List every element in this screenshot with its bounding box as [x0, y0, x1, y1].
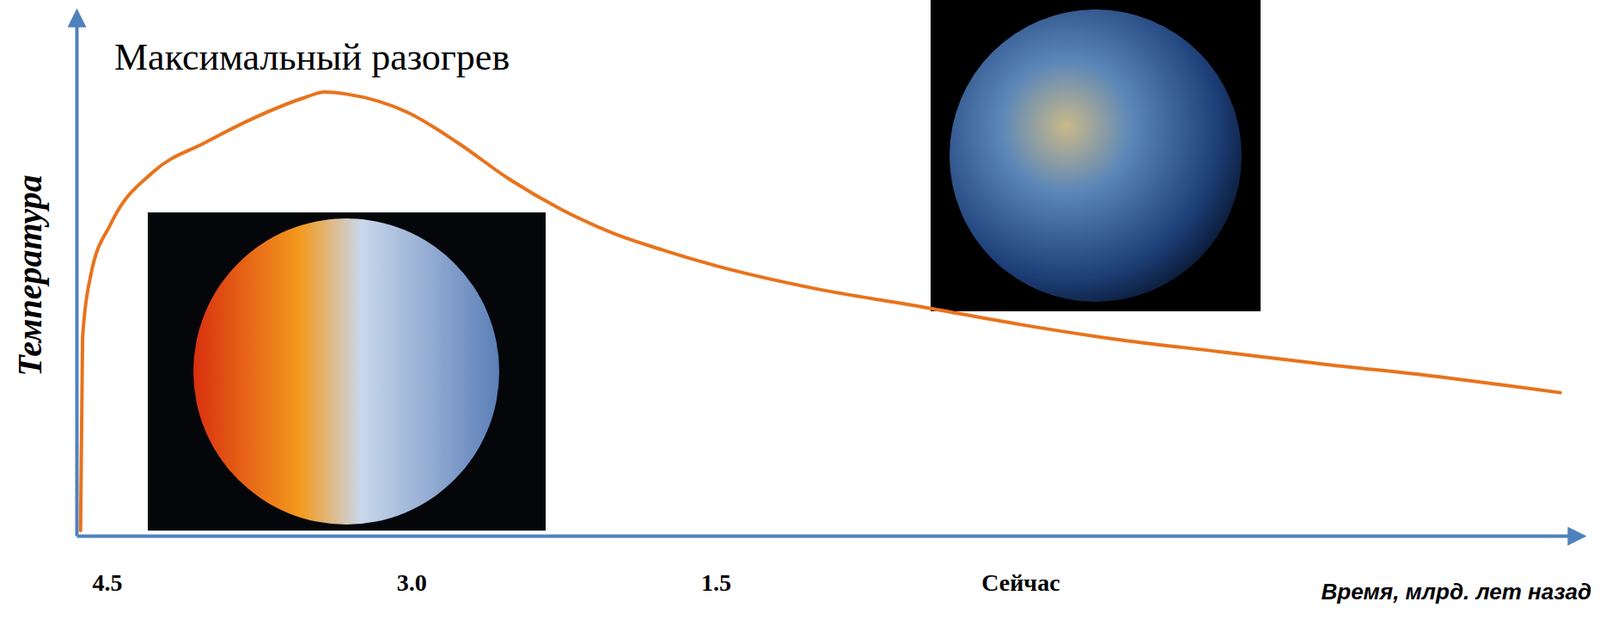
x-tick: 4.5	[91, 535, 123, 596]
planet-earth	[949, 9, 1242, 302]
x-tick-label: 1.5	[701, 568, 732, 596]
decorations	[147, 0, 1261, 531]
x-tick: Сейчас	[981, 535, 1060, 596]
y-axis	[76, 16, 78, 537]
image-frame	[930, 0, 1261, 312]
y-axis-title: Температура	[10, 174, 49, 377]
x-tick-label: 3.0	[396, 568, 428, 596]
x-tick: 1.5	[701, 535, 732, 596]
plot-area	[80, 91, 1561, 531]
x-tick-label: 4.5	[91, 568, 123, 596]
x-tick-label: Сейчас	[981, 568, 1060, 596]
planet-hot-cold	[193, 218, 500, 525]
title: Максимальный разогрев	[114, 36, 510, 79]
temperature-line	[80, 91, 1561, 531]
image-frame	[147, 212, 546, 531]
chart: 4.5 3.0 1.5 Сейчас Максимальный разогрев Темп…	[0, 0, 1600, 620]
y-axis-line	[75, 16, 80, 537]
x-tick: 3.0	[396, 535, 428, 596]
x-axis-title: Время, млрд. лет назад	[1320, 578, 1592, 605]
x-axis-line	[77, 534, 1580, 538]
